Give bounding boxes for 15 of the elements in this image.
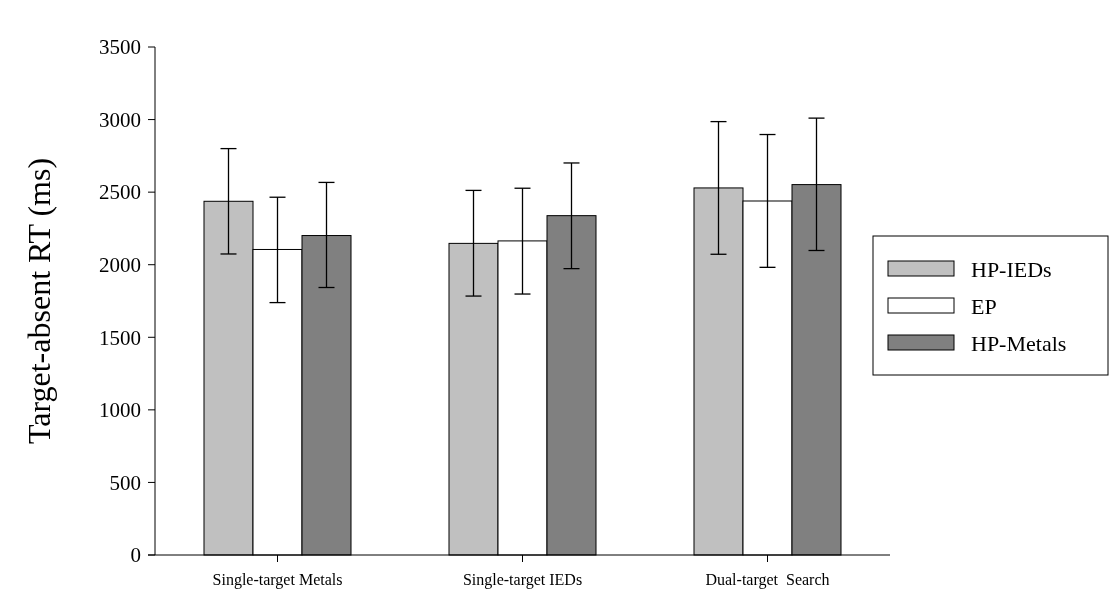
x-tick-label: Dual-target Search [705,571,830,589]
legend-label: HP-Metals [971,330,1067,356]
y-axis-title: Target-absent RT (ms) [21,157,57,445]
y-tick-label: 1500 [99,325,141,350]
y-tick-label: 0 [130,543,141,568]
x-tick-label: Single-target Metals [212,571,343,589]
y-tick-label: 2000 [99,253,141,278]
legend-label: EP [971,293,997,319]
x-tick-label: Single-target IEDs [462,571,583,589]
y-tick-label: 3500 [99,35,141,60]
y-tick-label: 2500 [99,180,141,205]
y-tick-label: 3000 [99,107,141,132]
y-tick-label: 1000 [99,398,141,423]
y-tick-label: 500 [109,470,141,495]
legend-label: HP-IEDs [971,256,1052,282]
